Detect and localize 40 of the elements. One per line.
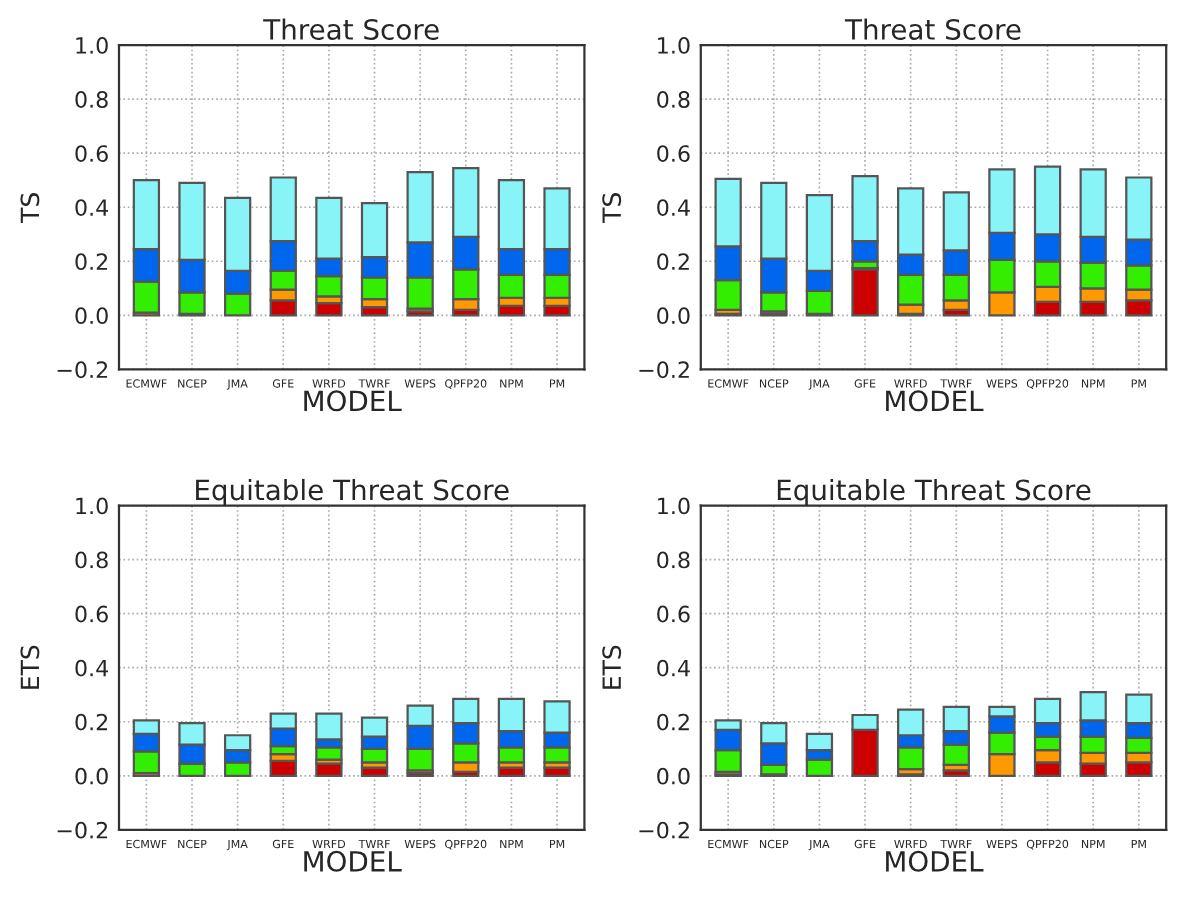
y-tick-label: 0.0	[657, 307, 690, 325]
x-axis-title: MODEL	[304, 390, 402, 412]
y-tick-label: 0.4	[75, 659, 109, 677]
y-tick-label: 0.0	[657, 767, 690, 785]
y-tick-label: 0.4	[657, 199, 690, 216]
y-tick-label: 0.8	[657, 91, 690, 108]
y-tick-label: 0.4	[657, 659, 690, 677]
y-tick-label: 0.2	[75, 713, 108, 731]
y-tick-label: −0.2	[57, 821, 108, 839]
x-axis-title: MODEL	[886, 850, 984, 872]
y-tick-label: 0.6	[657, 605, 690, 623]
chart-title: Equitable Threat Score	[196, 478, 509, 506]
y-tick-label: 0.2	[657, 713, 689, 731]
y-tick-label: 0.6	[657, 145, 690, 162]
y-axis-title: TS	[602, 193, 622, 223]
y-axis-title: ETS	[20, 645, 40, 689]
y-axis-title: TS	[20, 193, 40, 223]
y-tick-label: 0.8	[75, 91, 108, 108]
y-tick-label: 0.8	[657, 551, 690, 569]
y-tick-label: 0.6	[75, 605, 108, 623]
y-tick-label: 0.4	[75, 199, 109, 216]
chart-title: Equitable Threat Score	[777, 478, 1091, 506]
y-tick-label: 0.0	[75, 767, 108, 785]
y-tick-label: 1.0	[658, 497, 690, 515]
y-tick-label: 0.2	[657, 253, 689, 271]
y-tick-label: −0.2	[639, 361, 689, 379]
y-tick-label: 0.0	[75, 307, 108, 325]
y-tick-label: 1.0	[76, 497, 108, 515]
y-tick-label: 0.8	[75, 551, 108, 569]
y-tick-label: 1.0	[76, 37, 108, 54]
chart-title: Threat Score	[844, 18, 1021, 40]
y-tick-label: −0.2	[57, 361, 108, 379]
x-axis-title: MODEL	[886, 390, 984, 412]
y-axis-title: ETS	[602, 645, 622, 689]
y-tick-label: −0.2	[639, 821, 689, 839]
y-tick-label: 0.2	[75, 253, 108, 271]
x-axis-title: MODEL	[304, 850, 402, 872]
y-tick-label: 0.6	[75, 145, 108, 162]
chart-title: Threat Score	[263, 18, 439, 40]
y-tick-label: 1.0	[658, 37, 690, 54]
